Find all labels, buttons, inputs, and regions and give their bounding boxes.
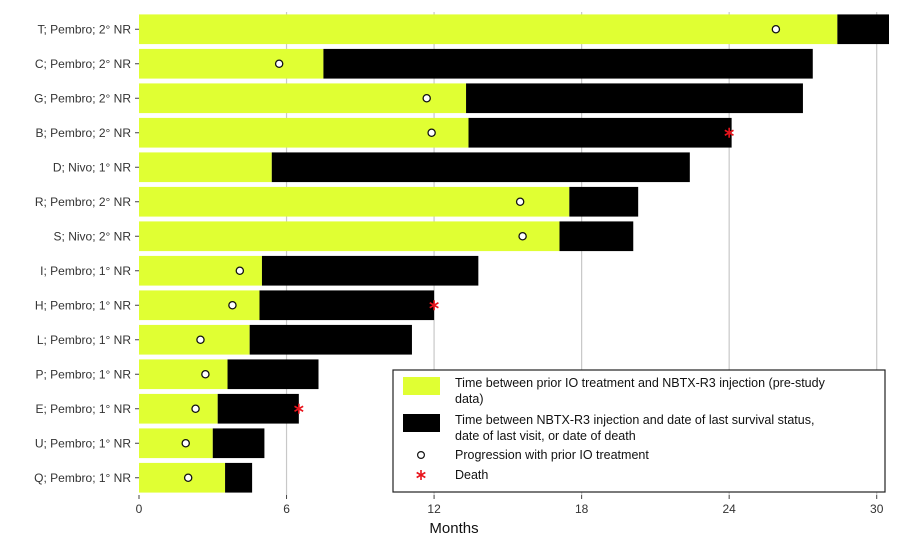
y-category-label: L; Pembro; 1° NR: [37, 333, 132, 347]
markers: [181, 24, 781, 482]
y-category-label: C; Pembro; 2° NR: [35, 57, 131, 71]
x-axis-labels: 0 6 12 18 24 30: [136, 495, 884, 516]
y-category-label: D; Nivo; 1° NR: [53, 160, 131, 174]
bar-post-injection: [212, 428, 265, 459]
bar-pre-study: [139, 152, 272, 183]
bar-pre-study: [139, 462, 226, 493]
bar-pre-study: [139, 221, 560, 252]
y-category-label: B; Pembro; 2° NR: [36, 126, 132, 140]
bar-post-injection: [227, 359, 319, 390]
x-tick-label-18: 18: [575, 502, 589, 516]
progression-marker: [422, 94, 431, 103]
legend-label-progression: Progression with prior IO treatment: [455, 448, 649, 462]
x-tick-label-12: 12: [427, 502, 441, 516]
legend-swatch-pre-study: [403, 377, 440, 395]
y-category-label: U; Pembro; 1° NR: [35, 436, 131, 450]
bar-post-injection: [569, 186, 639, 217]
bar-post-injection: [323, 48, 813, 79]
y-axis-labels: T; Pembro; 2° NR C; Pembro; 2° NR G; Pembr…: [34, 22, 139, 485]
y-category-label: P; Pembro; 1° NR: [36, 367, 132, 381]
legend: Time between prior IO treatment and NBTX…: [392, 369, 886, 493]
y-category-label: E; Pembro; 1° NR: [36, 402, 132, 416]
progression-marker: [201, 369, 210, 379]
y-category-label: I; Pembro; 1° NR: [40, 264, 131, 278]
progression-marker: [181, 438, 190, 448]
bar-pre-study: [139, 48, 324, 79]
death-marker: [429, 300, 439, 311]
bar-pre-study: [139, 324, 250, 355]
bar-post-injection: [217, 393, 299, 424]
bar-pre-study: [139, 428, 213, 459]
y-category-label: T; Pembro; 2° NR: [38, 22, 132, 36]
bar-post-injection: [466, 83, 803, 114]
bar-post-injection: [225, 462, 253, 493]
bar-pre-study: [139, 393, 218, 424]
progression-marker: [228, 300, 237, 310]
progression-marker: [515, 197, 525, 206]
y-category-label: R; Pembro; 2° NR: [35, 195, 131, 209]
bar-pre-study: [139, 117, 469, 148]
y-category-label: Q; Pembro; 1° NR: [34, 471, 131, 485]
legend-label-pre_study: data): [455, 392, 484, 406]
x-tick-label-6: 6: [283, 502, 290, 516]
x-axis-title: Months: [429, 520, 478, 537]
bar-post-injection: [559, 221, 634, 252]
y-category-label: S; Nivo; 2° NR: [54, 229, 132, 243]
bar-pre-study: [139, 14, 838, 45]
progression-marker: [196, 335, 205, 344]
death-marker: [724, 127, 734, 138]
legend-label-post_injection: date of last visit, or date of death: [455, 429, 636, 443]
y-category-label: H; Pembro; 1° NR: [35, 298, 131, 312]
progression-marker: [518, 231, 527, 241]
legend-label-post_injection: Time between NBTX-R3 injection and date …: [455, 413, 814, 427]
bar-pre-study: [139, 186, 570, 217]
legend-symbol-death: [416, 470, 426, 480]
progression-marker: [191, 404, 200, 413]
x-tick-label-30: 30: [870, 502, 884, 516]
y-category-label: G; Pembro; 2° NR: [34, 91, 131, 105]
progression-marker: [235, 266, 245, 275]
bar-post-injection: [271, 152, 690, 183]
x-tick-label-0: 0: [136, 502, 143, 516]
bar-pre-study: [139, 290, 260, 321]
progression-marker: [771, 24, 781, 34]
progression-marker: [183, 473, 193, 482]
progression-marker: [274, 59, 284, 69]
legend-symbol-progression: [417, 451, 426, 460]
death-marker: [294, 403, 304, 414]
bar-post-injection: [249, 324, 412, 355]
legend-label-pre_study: Time between prior IO treatment and NBTX…: [455, 376, 826, 390]
bar-pre-study: [139, 83, 467, 114]
x-tick-label-24: 24: [722, 502, 736, 516]
bars: [139, 14, 889, 493]
bar-post-injection: [468, 117, 732, 148]
bar-pre-study: [139, 359, 228, 390]
legend-box: [392, 369, 886, 493]
legend-swatch-post-injection: [403, 414, 440, 432]
bar-post-injection: [259, 290, 435, 321]
bar-post-injection: [837, 14, 889, 45]
legend-label-death: Death: [455, 468, 488, 482]
bar-post-injection: [261, 255, 479, 286]
progression-marker: [427, 128, 436, 137]
